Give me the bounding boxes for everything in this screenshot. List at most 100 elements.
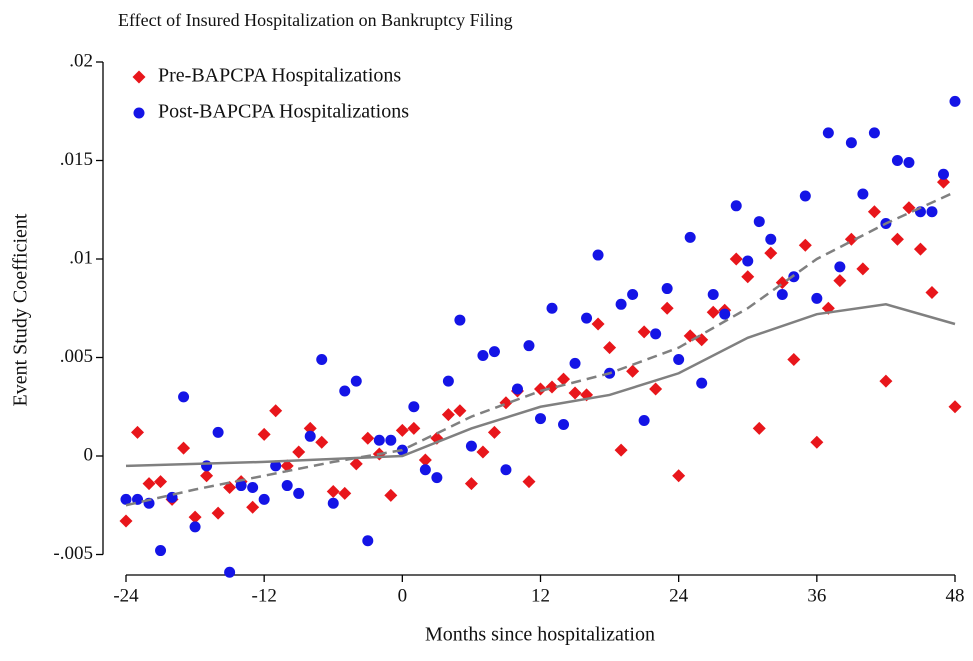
circle-point <box>776 288 788 300</box>
circle-point <box>339 385 351 397</box>
circle-point <box>431 472 443 484</box>
x-tick-label: 48 <box>946 585 965 606</box>
circle-point <box>558 418 570 430</box>
circle-point <box>178 391 190 403</box>
diamond-point <box>948 400 962 414</box>
diamond-point <box>626 364 640 378</box>
circle-point <box>742 255 754 267</box>
x-tick-label: -12 <box>252 585 277 606</box>
diamond-point <box>603 341 617 355</box>
circle-point <box>719 308 731 320</box>
circle-point <box>673 353 685 365</box>
diamond-point <box>395 423 409 437</box>
diamond-point <box>154 475 168 489</box>
circle-point <box>615 298 627 310</box>
circle-point <box>834 261 846 273</box>
diamond-point <box>453 404 467 418</box>
diamond-point <box>833 274 847 288</box>
diamond-point <box>925 285 939 299</box>
x-tick-label: 24 <box>669 585 689 606</box>
circle-point <box>419 464 431 476</box>
diamond-point <box>672 469 686 483</box>
diamond-point <box>764 246 778 260</box>
circle-point <box>765 233 777 245</box>
circle-point <box>523 340 535 352</box>
circle-point <box>650 328 662 340</box>
y-tick-label: .01 <box>69 247 93 268</box>
circle-point <box>258 493 270 505</box>
circle-point <box>857 188 869 200</box>
circle-point <box>707 288 719 300</box>
diamond-point <box>142 477 156 491</box>
diamond-point <box>349 457 363 471</box>
circle-point <box>500 464 512 476</box>
circle-point <box>385 434 397 446</box>
circle-point <box>937 168 949 180</box>
diamond-point <box>649 382 663 396</box>
diamond-point <box>200 469 214 483</box>
circle-point <box>627 288 639 300</box>
circle-point <box>362 535 374 547</box>
circle-point <box>465 440 477 452</box>
x-tick-label: 36 <box>807 585 826 606</box>
diamond-point <box>476 445 490 459</box>
diamond-point <box>257 427 271 441</box>
diamond-point <box>614 443 628 457</box>
circle-point <box>546 302 558 314</box>
diamond-point <box>338 486 352 500</box>
circle-point <box>569 357 581 369</box>
diamond-point <box>315 435 329 449</box>
y-tick-label: 0 <box>84 444 94 465</box>
y-tick-label: -.005 <box>53 543 93 564</box>
diamond-point <box>936 175 950 189</box>
circle-point <box>350 375 362 387</box>
legend-marker <box>133 107 145 119</box>
diamond-point <box>879 374 893 388</box>
legend-label: Pre-BAPCPA Hospitalizations <box>158 65 401 87</box>
diamond-point <box>361 431 375 445</box>
diamond-point <box>407 421 421 435</box>
circle-point <box>511 383 523 395</box>
y-tick-label: .015 <box>60 149 93 170</box>
circle-point <box>212 426 224 438</box>
circle-point <box>270 460 282 472</box>
diamond-point <box>280 459 294 473</box>
circle-point <box>949 95 961 107</box>
diamond-point <box>787 352 801 366</box>
legend-marker <box>132 70 146 84</box>
diamond-point <box>487 425 501 439</box>
circle-point <box>293 487 305 499</box>
x-tick-label: 0 <box>398 585 408 606</box>
circle-point <box>281 480 293 492</box>
diamond-point <box>591 317 605 331</box>
circle-point <box>684 231 696 243</box>
y-axis-label: Event Study Coefficient <box>10 213 32 406</box>
diamond-point <box>522 475 536 489</box>
circle-point <box>811 292 823 304</box>
circle-point <box>592 249 604 261</box>
circle-point <box>638 415 650 427</box>
diamond-point <box>637 325 651 339</box>
diamond-point <box>119 514 133 528</box>
diamond-point <box>890 232 904 246</box>
diamond-point <box>729 252 743 266</box>
x-tick-label: 12 <box>531 585 550 606</box>
diamond-point <box>913 242 927 256</box>
circle-point <box>442 375 454 387</box>
circle-point <box>408 401 420 413</box>
circle-point <box>753 216 765 228</box>
diamond-point <box>441 408 455 422</box>
diamond-point <box>798 238 812 252</box>
diamond-point <box>418 453 432 467</box>
diamond-point <box>177 441 191 455</box>
circle-point <box>799 190 811 202</box>
circle-point <box>327 497 339 509</box>
diamond-point <box>131 425 145 439</box>
diamond-point <box>326 484 340 498</box>
x-tick-label: -24 <box>113 585 139 606</box>
diamond-point <box>741 270 755 284</box>
circle-point <box>868 127 880 139</box>
diamond-point <box>534 382 547 396</box>
circle-point <box>488 346 500 358</box>
